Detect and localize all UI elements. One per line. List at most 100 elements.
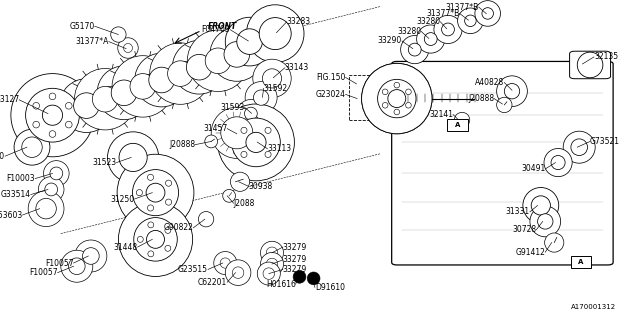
Ellipse shape	[138, 236, 143, 242]
Ellipse shape	[44, 161, 69, 186]
Ellipse shape	[244, 107, 257, 120]
Ellipse shape	[26, 88, 79, 142]
Ellipse shape	[111, 27, 126, 42]
Text: F10057: F10057	[29, 268, 58, 277]
Ellipse shape	[60, 79, 113, 132]
Text: 33279: 33279	[283, 265, 307, 274]
Text: 33290: 33290	[378, 36, 402, 45]
FancyBboxPatch shape	[392, 61, 613, 265]
Ellipse shape	[75, 240, 107, 272]
Ellipse shape	[45, 183, 58, 196]
Text: 33143: 33143	[285, 63, 309, 72]
Ellipse shape	[388, 90, 406, 108]
Ellipse shape	[551, 156, 565, 170]
Ellipse shape	[147, 174, 154, 180]
Text: G5170: G5170	[70, 22, 95, 31]
Ellipse shape	[531, 196, 550, 215]
Ellipse shape	[165, 245, 171, 251]
Text: 33280: 33280	[416, 17, 440, 26]
Ellipse shape	[259, 18, 291, 50]
Bar	[349, 75, 403, 120]
Text: F10057: F10057	[45, 259, 74, 268]
Ellipse shape	[111, 80, 137, 106]
Text: 32141: 32141	[429, 110, 453, 119]
Text: A: A	[455, 122, 460, 128]
Text: 31377*B: 31377*B	[445, 3, 479, 12]
Ellipse shape	[211, 107, 262, 158]
Ellipse shape	[253, 90, 269, 105]
Bar	[571, 256, 591, 268]
Ellipse shape	[148, 222, 154, 228]
Ellipse shape	[454, 112, 470, 128]
Ellipse shape	[205, 48, 231, 74]
Ellipse shape	[246, 5, 304, 62]
Ellipse shape	[132, 170, 179, 216]
Ellipse shape	[230, 172, 250, 191]
Ellipse shape	[186, 54, 212, 80]
Text: 31377*A: 31377*A	[76, 37, 109, 46]
Ellipse shape	[417, 25, 445, 53]
Text: 33113: 33113	[268, 144, 292, 153]
Text: 30491: 30491	[521, 164, 545, 173]
Ellipse shape	[266, 247, 278, 259]
Text: J2088: J2088	[234, 199, 255, 208]
Ellipse shape	[148, 67, 174, 93]
Ellipse shape	[36, 198, 56, 219]
Ellipse shape	[260, 252, 284, 276]
Ellipse shape	[134, 218, 177, 261]
Text: FIG.150: FIG.150	[316, 73, 346, 82]
Ellipse shape	[571, 139, 588, 156]
Ellipse shape	[401, 36, 429, 64]
Text: 31457: 31457	[203, 124, 227, 133]
Text: 31448: 31448	[113, 243, 138, 252]
Ellipse shape	[68, 258, 85, 275]
Text: 31377*B: 31377*B	[426, 9, 460, 18]
Ellipse shape	[406, 102, 412, 108]
Ellipse shape	[74, 68, 136, 130]
Ellipse shape	[465, 15, 476, 27]
Ellipse shape	[265, 127, 271, 133]
Text: A170001312: A170001312	[571, 304, 616, 310]
Ellipse shape	[253, 59, 291, 98]
Ellipse shape	[394, 82, 399, 88]
Ellipse shape	[307, 272, 320, 285]
Ellipse shape	[482, 8, 493, 19]
Ellipse shape	[406, 89, 412, 95]
Ellipse shape	[362, 63, 432, 134]
Ellipse shape	[136, 189, 143, 196]
Ellipse shape	[165, 228, 171, 233]
Ellipse shape	[218, 104, 294, 181]
Ellipse shape	[118, 202, 193, 276]
Ellipse shape	[237, 29, 262, 54]
Text: 32135: 32135	[594, 52, 618, 61]
Ellipse shape	[475, 1, 500, 26]
Text: G23024: G23024	[316, 90, 346, 99]
Ellipse shape	[214, 252, 237, 275]
Text: FRONT: FRONT	[208, 22, 237, 31]
Ellipse shape	[497, 97, 512, 113]
Ellipse shape	[49, 93, 56, 100]
Ellipse shape	[172, 40, 226, 94]
Ellipse shape	[497, 76, 527, 107]
Ellipse shape	[382, 89, 388, 95]
Text: 33280: 33280	[397, 27, 421, 36]
Ellipse shape	[38, 177, 64, 202]
Ellipse shape	[225, 17, 274, 66]
Ellipse shape	[147, 230, 164, 248]
Ellipse shape	[523, 188, 559, 223]
Ellipse shape	[538, 214, 553, 229]
Ellipse shape	[108, 132, 159, 183]
Text: 30938: 30938	[248, 182, 273, 191]
Ellipse shape	[124, 44, 132, 52]
Ellipse shape	[210, 28, 264, 81]
Ellipse shape	[119, 143, 147, 172]
Ellipse shape	[146, 183, 165, 202]
Ellipse shape	[42, 105, 63, 125]
Bar	[447, 119, 468, 131]
Ellipse shape	[92, 86, 118, 112]
Ellipse shape	[130, 74, 156, 99]
Text: 31523: 31523	[92, 158, 116, 167]
Text: J20888: J20888	[169, 140, 195, 149]
Ellipse shape	[97, 66, 151, 120]
Ellipse shape	[147, 205, 154, 211]
